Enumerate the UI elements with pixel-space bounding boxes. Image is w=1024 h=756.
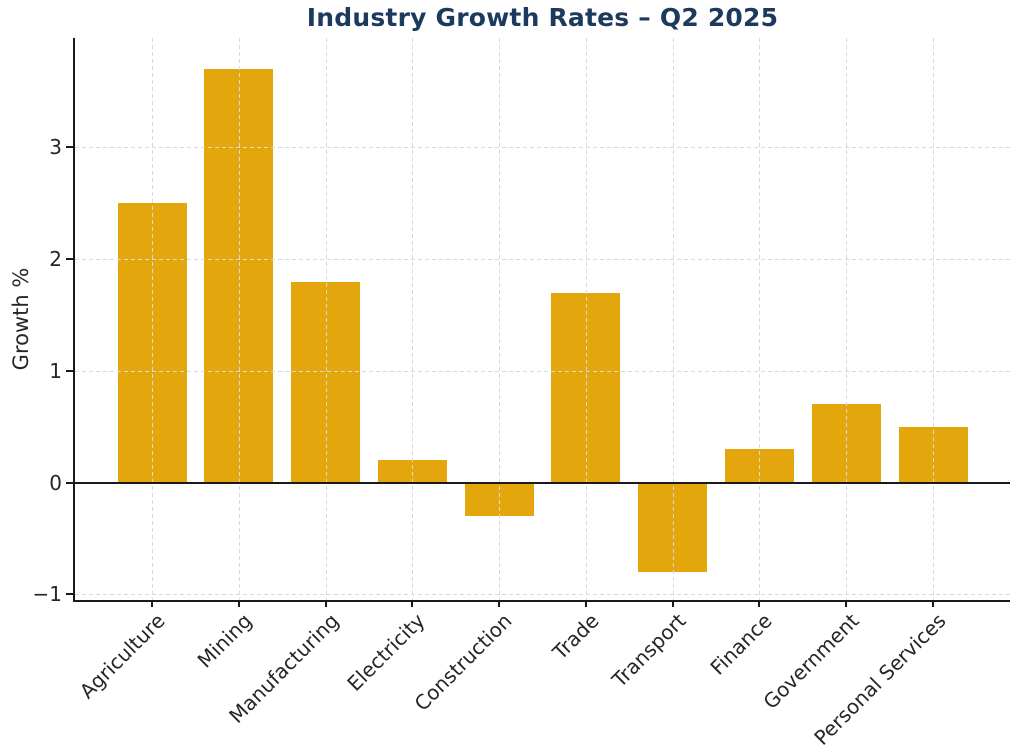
v-gridline [325, 38, 327, 600]
y-tick-label: −1 [32, 582, 62, 607]
x-tick-mark [324, 600, 327, 607]
y-tick-mark [66, 369, 73, 372]
y-tick-label: 0 [49, 470, 62, 495]
plot-area [73, 38, 1010, 602]
x-tick-mark [498, 600, 501, 607]
v-gridline [672, 38, 674, 600]
h-gridline [75, 594, 1010, 596]
y-axis-spine [73, 38, 75, 600]
x-axis-spine [73, 600, 1010, 602]
v-gridline [499, 38, 501, 600]
x-tick-mark [671, 600, 674, 607]
y-tick-mark [66, 146, 73, 149]
v-gridline [238, 38, 240, 600]
x-tick-mark [237, 600, 240, 607]
v-gridline [846, 38, 848, 600]
v-gridline [412, 38, 414, 600]
chart-title: Industry Growth Rates – Q2 2025 [306, 3, 779, 32]
x-tick-mark [584, 600, 587, 607]
y-tick-label: 3 [49, 135, 62, 160]
zero-baseline [75, 481, 1010, 484]
y-axis-label: Growth % [9, 267, 33, 371]
x-tick-mark [758, 600, 761, 607]
h-gridline [75, 370, 1010, 372]
y-tick-mark [66, 593, 73, 596]
v-gridline [152, 38, 153, 600]
x-tick-mark [845, 600, 848, 607]
y-tick-mark [66, 258, 73, 261]
x-tick-mark [932, 600, 934, 607]
x-tick-mark [411, 600, 414, 607]
y-tick-label: 2 [49, 247, 62, 272]
v-gridline [759, 38, 761, 600]
v-gridline [585, 38, 587, 600]
y-tick-mark [66, 481, 73, 484]
h-gridline [75, 259, 1010, 261]
y-tick-label: 1 [49, 358, 62, 383]
h-gridline [75, 147, 1010, 149]
x-tick-mark [151, 600, 153, 607]
v-gridline [933, 38, 934, 600]
